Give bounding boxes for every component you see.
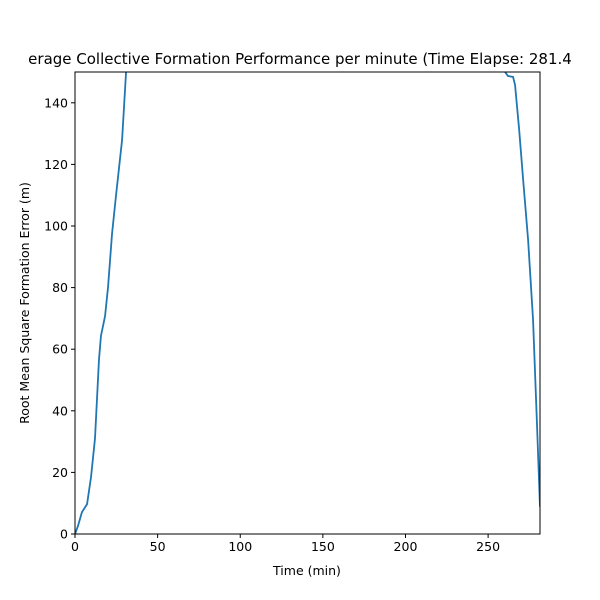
x-axis-label: Time (min): [272, 563, 341, 578]
plot-area: [75, 72, 540, 534]
x-tick-label: 100: [228, 539, 252, 554]
x-tick-label: 250: [476, 539, 500, 554]
x-tick-label: 50: [150, 539, 166, 554]
y-tick-label: 140: [44, 95, 68, 110]
y-tick-label: 60: [52, 342, 68, 357]
x-tick-label: 200: [394, 539, 418, 554]
y-axis-label: Root Mean Square Formation Error (m): [17, 182, 32, 424]
x-tick-label: 0: [71, 539, 79, 554]
y-tick-label: 80: [52, 280, 68, 295]
y-tick-label: 100: [44, 219, 68, 234]
data-line: [75, 72, 540, 534]
y-tick-label: 40: [52, 403, 68, 418]
chart-title: erage Collective Formation Performance p…: [28, 50, 572, 68]
y-tick-label: 120: [44, 157, 68, 172]
axes-frame: [74, 71, 541, 535]
y-tick-label: 20: [52, 465, 68, 480]
x-tick-label: 150: [311, 539, 335, 554]
y-tick-label: 0: [60, 527, 68, 542]
